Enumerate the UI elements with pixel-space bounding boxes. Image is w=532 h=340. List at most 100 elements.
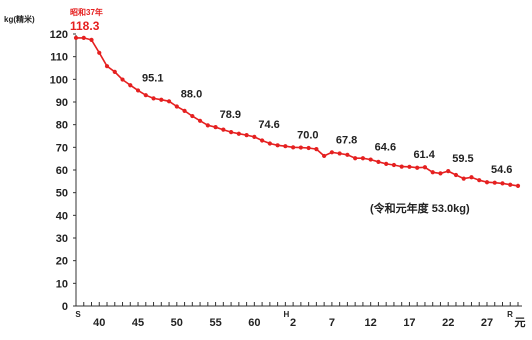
data-point [205, 123, 210, 128]
data-label: 88.0 [181, 89, 202, 101]
data-point [368, 157, 373, 162]
x-tick-label: R [507, 310, 513, 319]
data-point [492, 180, 497, 185]
x-tick-label: H [283, 310, 289, 319]
data-label: 118.3 [70, 19, 100, 33]
x-minor-ticks [75, 302, 519, 306]
y-axis: 0 10 20 30 40 50 60 70 80 90 100 110 120 kg(精米) [4, 14, 77, 313]
y-tick-label: 40 [56, 210, 68, 222]
y-tick-label: 70 [56, 142, 68, 154]
data-point [407, 164, 412, 169]
data-point [104, 64, 110, 69]
x-tick-label: 7 [329, 317, 335, 329]
data-label: 95.1 [142, 72, 163, 84]
y-tick-label: 10 [56, 278, 68, 290]
data-point [236, 131, 241, 136]
data-label: 67.8 [336, 134, 357, 146]
data-point [275, 143, 280, 148]
x-tick-label: S [75, 310, 81, 319]
y-tick-labels: 0 10 20 30 40 50 60 70 80 90 100 110 120 [50, 29, 76, 313]
data-label: 61.4 [413, 149, 435, 161]
peak-note: 昭和37年 [70, 7, 103, 17]
data-point [500, 181, 505, 186]
y-tick-label: 80 [56, 120, 68, 132]
data-point [174, 104, 179, 109]
data-point [345, 152, 350, 157]
data-label: 64.6 [375, 142, 396, 154]
data-point [438, 171, 443, 176]
data-label: 70.0 [297, 129, 318, 141]
x-tick-label: 22 [442, 317, 454, 329]
footnote: (令和元年度 53.0kg) [370, 201, 470, 215]
data-point [446, 169, 451, 174]
data-point [399, 164, 404, 169]
series-points [73, 35, 521, 188]
y-tick-label: 120 [50, 29, 68, 41]
data-point [267, 141, 272, 146]
x-tick-label: 60 [248, 317, 260, 329]
data-point [120, 77, 125, 82]
data-point [415, 165, 420, 170]
data-point [73, 35, 79, 40]
y-tick-label: 90 [56, 97, 68, 109]
data-labels: 118.3 95.1 88.0 78.9 74.6 70.0 67.8 64.6 61.4 59.… [70, 19, 512, 176]
data-point [159, 97, 164, 102]
y-tick-label: 50 [56, 188, 68, 200]
data-point [384, 161, 389, 166]
data-point [190, 113, 195, 119]
data-label: 54.6 [491, 164, 512, 176]
data-point [484, 180, 490, 185]
data-label: 59.5 [452, 153, 473, 165]
data-point [360, 156, 366, 161]
data-point [97, 50, 102, 55]
y-tick-label: 60 [56, 165, 68, 177]
x-tick-label: 50 [171, 317, 183, 329]
y-axis-unit: kg(精米) [4, 14, 35, 24]
data-point [515, 183, 521, 188]
y-tick-label: 0 [62, 301, 68, 313]
data-point [143, 93, 148, 98]
data-point [197, 118, 203, 123]
data-point [337, 151, 342, 156]
data-point [329, 150, 334, 155]
x-tick-label: 元 [515, 316, 526, 329]
y-tick-label: 20 [56, 256, 68, 268]
data-point [306, 145, 311, 151]
data-point [182, 108, 187, 113]
data-label: 78.9 [220, 109, 241, 121]
x-tick-label: 55 [209, 317, 221, 329]
data-point [298, 145, 303, 150]
data-point [213, 125, 218, 130]
data-point [291, 145, 296, 150]
data-point [252, 134, 257, 140]
y-tick-label: 110 [50, 52, 68, 64]
data-point [228, 130, 234, 135]
data-point [477, 178, 482, 183]
x-tick-label: 12 [365, 317, 377, 329]
data-point [89, 37, 94, 42]
data-label: 74.6 [258, 119, 279, 131]
data-point [430, 170, 435, 175]
data-point [135, 88, 141, 93]
data-point [151, 96, 156, 101]
data-point [508, 182, 513, 187]
data-point [166, 99, 172, 104]
data-point [453, 172, 459, 178]
data-point [283, 144, 288, 149]
data-point [376, 159, 381, 164]
data-point [128, 83, 133, 88]
data-point [322, 153, 327, 159]
data-point [260, 138, 265, 143]
data-point [314, 147, 319, 152]
data-point [221, 127, 226, 132]
x-tick-label: 40 [93, 317, 105, 329]
data-point [244, 132, 249, 138]
data-point [469, 175, 474, 180]
data-point [112, 69, 117, 74]
data-point [353, 156, 358, 161]
data-point [391, 162, 397, 168]
x-tick-label: 17 [403, 317, 415, 329]
data-point [81, 35, 86, 40]
